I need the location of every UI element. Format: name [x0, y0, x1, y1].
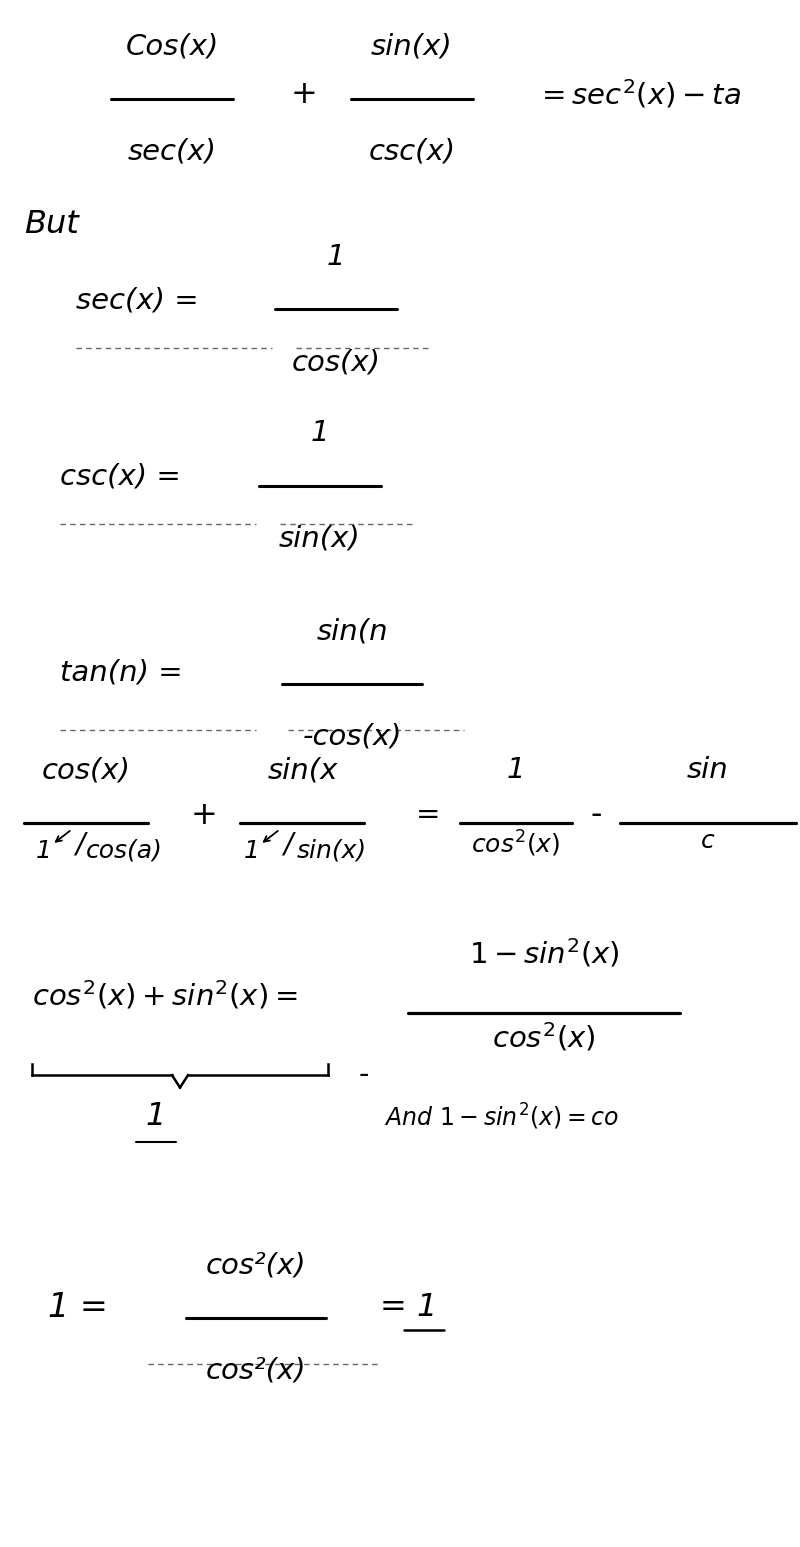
Text: cos²(x): cos²(x)	[206, 1357, 306, 1385]
Text: cos(x): cos(x)	[42, 756, 131, 784]
Text: sec(x) =: sec(x) =	[76, 286, 198, 314]
Text: Cos(x): Cos(x)	[126, 32, 218, 60]
Text: -: -	[359, 1061, 369, 1089]
Text: /: /	[283, 831, 293, 859]
Text: sin(x: sin(x	[267, 756, 338, 784]
Text: cos(x): cos(x)	[291, 348, 381, 376]
Text: 1: 1	[146, 1101, 166, 1132]
Text: -: -	[590, 800, 602, 831]
Text: cos(a): cos(a)	[86, 838, 162, 863]
Text: sin(x): sin(x)	[279, 524, 361, 552]
Text: 1: 1	[310, 419, 330, 447]
Text: sin(n: sin(n	[316, 617, 388, 645]
Text: = 1: = 1	[380, 1292, 438, 1323]
Text: 1: 1	[506, 756, 526, 784]
Text: csc(x): csc(x)	[369, 138, 455, 166]
Text: 1: 1	[36, 838, 52, 863]
Text: 1: 1	[326, 243, 346, 271]
Text: cos²(x): cos²(x)	[206, 1252, 306, 1279]
Text: $\mathit{cos}^2(x)$: $\mathit{cos}^2(x)$	[471, 829, 561, 860]
Text: +: +	[190, 800, 218, 831]
Text: =: =	[416, 801, 440, 829]
Text: -cos(x): -cos(x)	[302, 722, 402, 750]
Text: sin: sin	[687, 756, 729, 784]
Text: sec(x): sec(x)	[127, 138, 217, 166]
Text: But: But	[24, 209, 78, 240]
Text: $\mathit{cos}^2(x)$: $\mathit{cos}^2(x)$	[492, 1021, 596, 1054]
Text: sin(x): sin(x)	[297, 838, 367, 863]
Text: $1 - \mathit{sin}^2(x)$: $1 - \mathit{sin}^2(x)$	[469, 937, 619, 970]
Text: $= \mathit{sec}^2(x) - ta$: $= \mathit{sec}^2(x) - ta$	[536, 77, 741, 111]
Text: $\mathit{cos}^2(x)+\mathit{sin}^2(x) =$: $\mathit{cos}^2(x)+\mathit{sin}^2(x) =$	[32, 978, 298, 1012]
Text: csc(x) =: csc(x) =	[60, 463, 181, 490]
Text: 1: 1	[244, 838, 260, 863]
Text: c: c	[701, 829, 715, 854]
Text: tan(n) =: tan(n) =	[60, 659, 182, 687]
Text: +: +	[290, 79, 318, 110]
Text: sin(x): sin(x)	[371, 32, 453, 60]
Text: /: /	[75, 831, 85, 859]
Text: 1 =: 1 =	[48, 1290, 108, 1324]
Text: $And \ 1-\mathit{sin}^2(x) = co$: $And \ 1-\mathit{sin}^2(x) = co$	[384, 1101, 619, 1132]
